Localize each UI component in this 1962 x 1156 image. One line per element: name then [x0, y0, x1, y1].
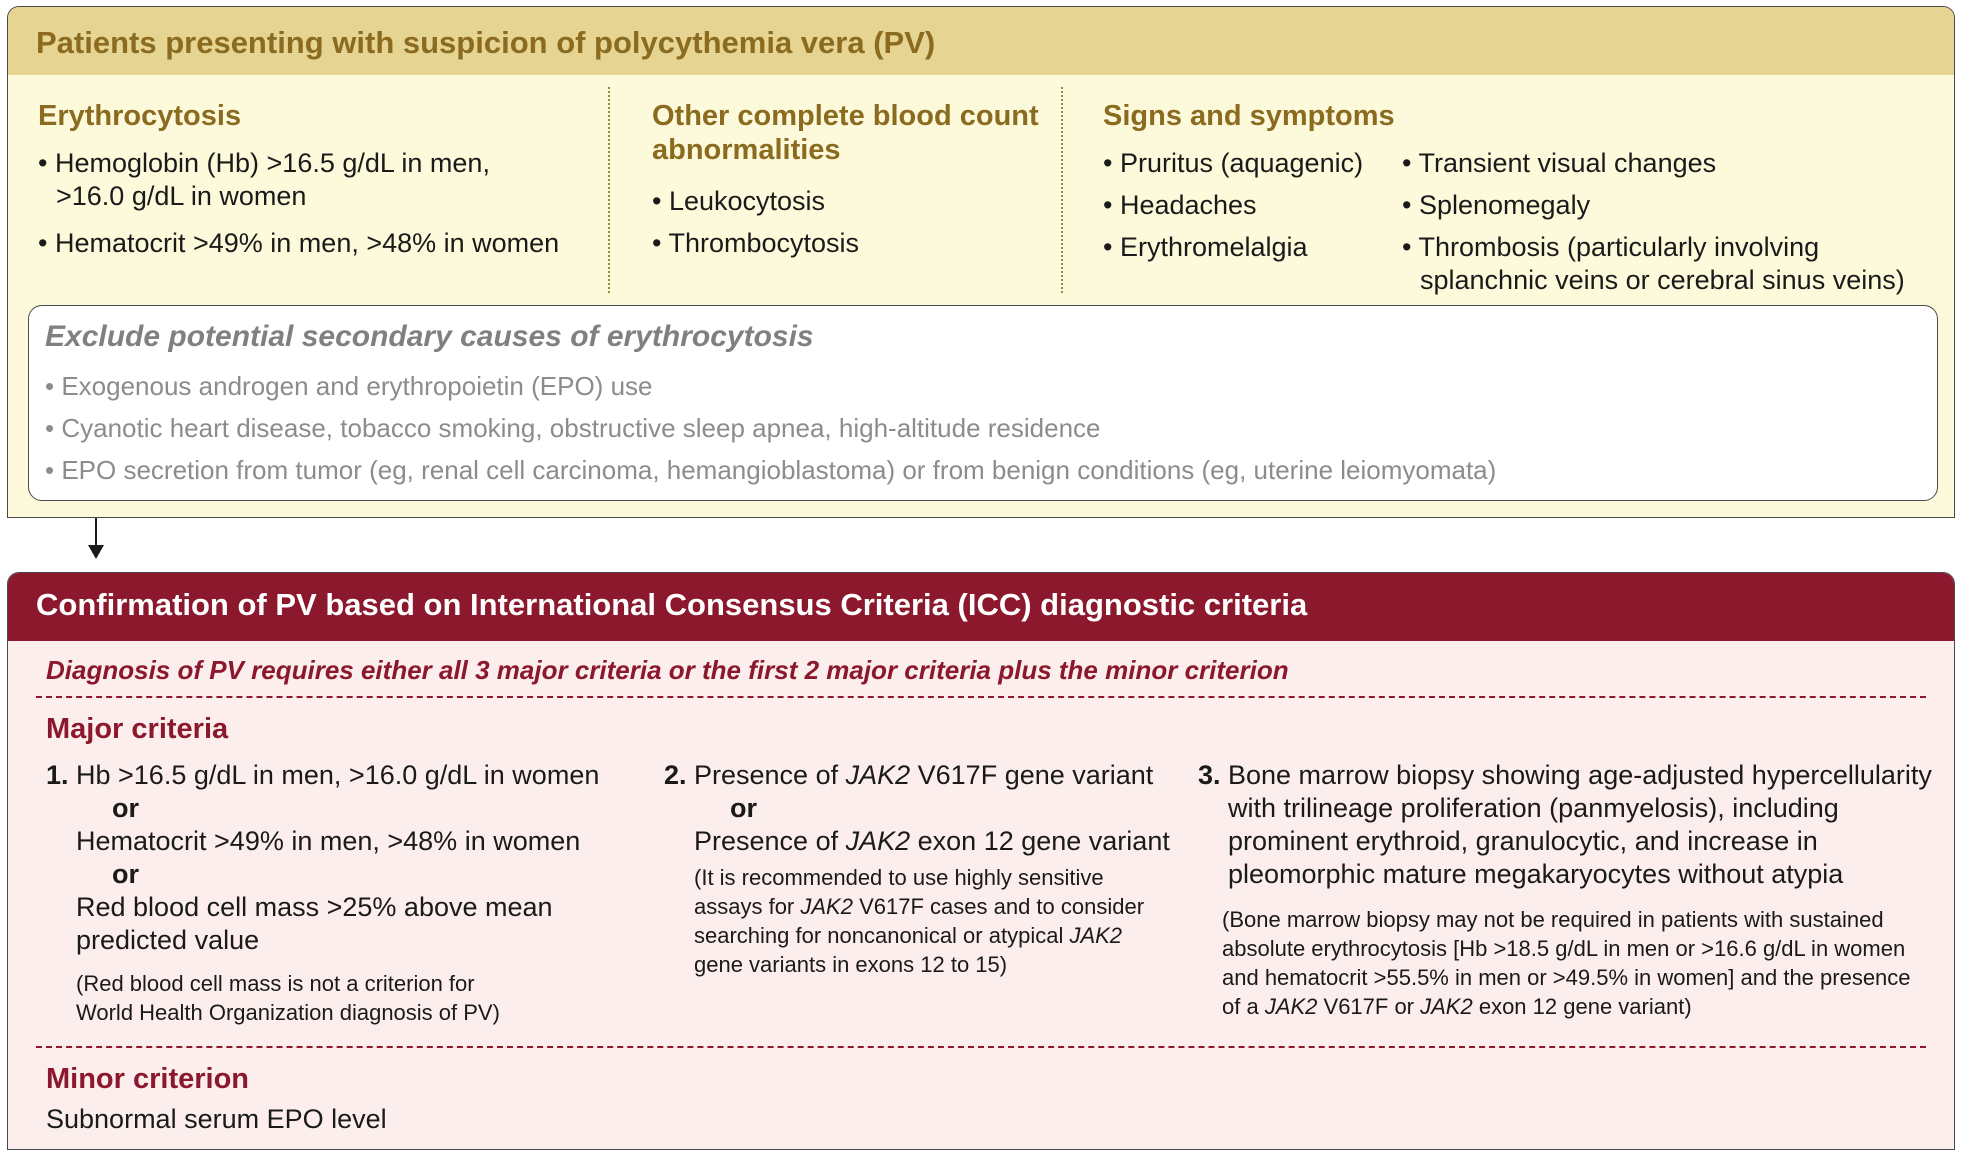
- criterion-3-line3: prominent erythroid, granulocytic, and i…: [1228, 826, 1818, 856]
- suspicion-title: Patients presenting with suspicion of po…: [36, 25, 936, 60]
- criterion-2: Presence of JAK2 V617F gene variant or P…: [694, 759, 1170, 858]
- exclude-item-cyanotic: • Cyanotic heart disease, tobacco smokin…: [45, 413, 1101, 443]
- criterion-2-exon12: Presence of JAK2 exon 12 gene variant: [694, 826, 1170, 856]
- criterion-1-or: or: [112, 859, 139, 889]
- criterion-2-note-line1: (It is recommended to use highly sensiti…: [694, 865, 1104, 890]
- criterion-1-hb: Hb >16.5 g/dL in men, >16.0 g/dL in wome…: [76, 760, 600, 790]
- flow-arrow-line: [95, 518, 97, 546]
- confirmation-title: Confirmation of PV based on Internationa…: [36, 587, 1308, 622]
- criterion-3-note-line3: and hematocrit >55.5% in men or >49.5% i…: [1222, 965, 1911, 990]
- signs-item-erythromelalgia: • Erythromelalgia: [1103, 232, 1308, 262]
- signs-item-thrombosis: • Thrombosis (particularly involving spl…: [1402, 231, 1905, 297]
- criterion-2-note-line2: assays for JAK2 V617F cases and to consi…: [694, 894, 1145, 919]
- diagnosis-requirement: Diagnosis of PV requires either all 3 ma…: [46, 655, 1289, 685]
- exclude-item-epo-secretion: • EPO secretion from tumor (eg, renal ce…: [45, 455, 1497, 485]
- criterion-3-note: (Bone marrow biopsy may not be required …: [1222, 905, 1911, 1021]
- section-divider: [36, 696, 1926, 698]
- criterion-3-line4: pleomorphic mature megakaryocytes withou…: [1228, 859, 1844, 889]
- criterion-3: Bone marrow biopsy showing age-adjusted …: [1228, 759, 1932, 891]
- erythrocytosis-item-hct: • Hematocrit >49% in men, >48% in women: [38, 228, 560, 258]
- criterion-1: Hb >16.5 g/dL in men, >16.0 g/dL in wome…: [76, 759, 599, 957]
- signs-item-pruritus: • Pruritus (aquagenic): [1103, 148, 1364, 178]
- signs-item-thrombosis-line2: splanchnic veins or cerebral sinus veins…: [1420, 265, 1905, 295]
- criterion-3-number: 3.: [1198, 760, 1221, 790]
- criterion-1-rbc-mass: Red blood cell mass >25% above mean: [76, 892, 553, 922]
- minor-criterion-text: Subnormal serum EPO level: [46, 1104, 387, 1134]
- cbc-heading-line1: Other complete blood count: [652, 100, 1039, 132]
- exclude-causes-box: Exclude potential secondary causes of er…: [28, 305, 1938, 501]
- signs-item-thrombosis-line1: • Thrombosis (particularly involving: [1402, 232, 1820, 262]
- criterion-2-note: (It is recommended to use highly sensiti…: [694, 863, 1144, 979]
- signs-item-visual: • Transient visual changes: [1402, 148, 1717, 178]
- column-divider: [1061, 87, 1063, 293]
- exclude-item-androgen: • Exogenous androgen and erythropoietin …: [45, 371, 653, 401]
- signs-item-splenomegaly: • Splenomegaly: [1402, 190, 1591, 220]
- criterion-2-v617f: Presence of JAK2 V617F gene variant: [694, 760, 1154, 790]
- erythrocytosis-heading: Erythrocytosis: [38, 100, 242, 132]
- suspicion-panel: Patients presenting with suspicion of po…: [7, 6, 1955, 518]
- criterion-1-or: or: [112, 793, 139, 823]
- criterion-3-note-line4: of a JAK2 V617F or JAK2 exon 12 gene var…: [1222, 994, 1692, 1019]
- criterion-1-number: 1.: [46, 760, 69, 790]
- section-divider: [36, 1046, 1926, 1048]
- signs-heading: Signs and symptoms: [1103, 100, 1395, 132]
- minor-criterion-heading: Minor criterion: [46, 1063, 250, 1095]
- criterion-2-or: or: [730, 793, 757, 823]
- criterion-2-note-line3: searching for noncanonical or atypical J…: [694, 923, 1123, 948]
- cbc-item-thrombocytosis: • Thrombocytosis: [652, 228, 860, 258]
- cbc-heading: Other complete blood count abnormalities: [652, 99, 1039, 167]
- major-criteria-heading: Major criteria: [46, 713, 229, 745]
- erythrocytosis-item-hb-line1: • Hemoglobin (Hb) >16.5 g/dL in men,: [38, 148, 490, 178]
- criterion-1-note-line2: World Health Organization diagnosis of P…: [76, 1000, 500, 1025]
- confirmation-panel: Confirmation of PV based on Internationa…: [7, 572, 1955, 1150]
- criterion-1-note: (Red blood cell mass is not a criterion …: [76, 969, 500, 1027]
- erythrocytosis-item-hb-line2: >16.0 g/dL in women: [56, 181, 307, 211]
- criterion-2-number: 2.: [664, 760, 687, 790]
- signs-item-headaches: • Headaches: [1103, 190, 1257, 220]
- column-divider: [608, 87, 610, 293]
- confirmation-header: Confirmation of PV based on Internationa…: [8, 573, 1954, 641]
- exclude-title: Exclude potential secondary causes of er…: [45, 320, 814, 353]
- criterion-2-note-line4: gene variants in exons 12 to 15): [694, 952, 1008, 977]
- cbc-item-leukocytosis: • Leukocytosis: [652, 186, 826, 216]
- criterion-3-note-line1: (Bone marrow biopsy may not be required …: [1222, 907, 1884, 932]
- criterion-3-line2: with trilineage proliferation (panmyelos…: [1228, 793, 1839, 823]
- criterion-3-note-line2: absolute erythrocytosis [Hb >18.5 g/dL i…: [1222, 936, 1906, 961]
- criterion-3-line1: Bone marrow biopsy showing age-adjusted …: [1228, 760, 1932, 790]
- criterion-1-rbc-mass-cont: predicted value: [76, 925, 260, 955]
- erythrocytosis-item-hb: • Hemoglobin (Hb) >16.5 g/dL in men, >16…: [38, 147, 490, 213]
- flow-arrow-head-icon: [88, 545, 104, 559]
- criterion-1-note-line1: (Red blood cell mass is not a criterion …: [76, 971, 475, 996]
- cbc-heading-line2: abnormalities: [652, 134, 841, 166]
- criterion-1-hematocrit: Hematocrit >49% in men, >48% in women: [76, 826, 581, 856]
- suspicion-header: Patients presenting with suspicion of po…: [8, 7, 1954, 75]
